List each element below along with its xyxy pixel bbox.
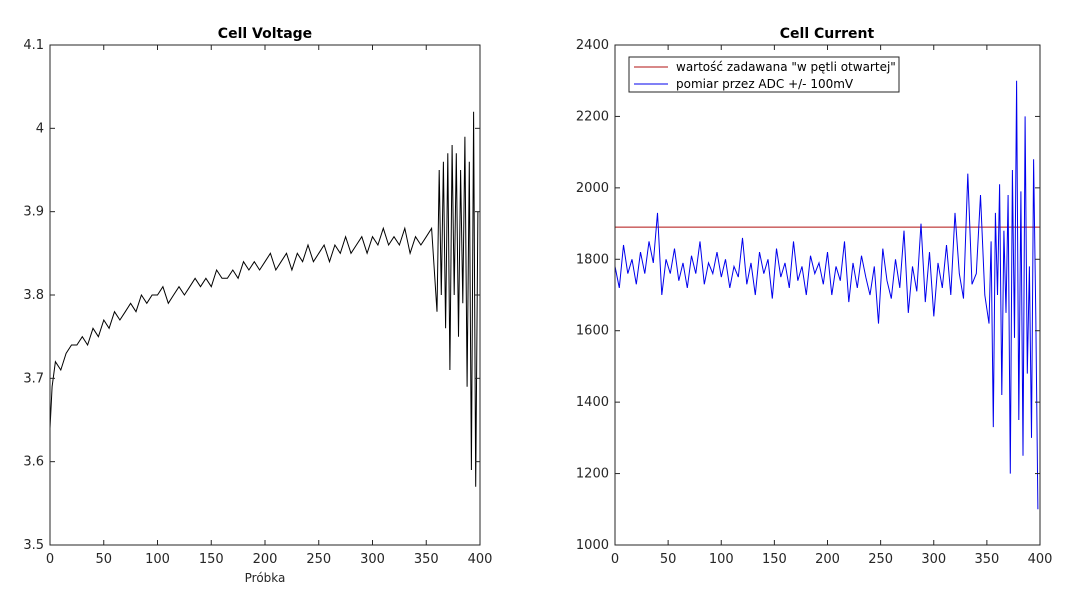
voltage-x-axis-label: Próbka	[245, 571, 286, 585]
current-y-ticks: 1000 1200 1400 1600 1800 2000 2200 2400	[576, 38, 1040, 553]
voltage-y-tick-label: 3.8	[23, 288, 44, 303]
voltage-x-tick-label: 0	[46, 552, 54, 567]
current-x-tick-label: 100	[709, 552, 734, 567]
voltage-series-line-0	[49, 111, 479, 487]
current-chart: 0 50 100 150 200 250 300 350 400 1000 1200 1400 160…	[576, 26, 1053, 567]
legend-box	[628, 56, 900, 93]
current-y-tick-label: 2400	[576, 38, 609, 53]
current-y-tick-label: 1400	[576, 395, 609, 410]
current-x-tick-label: 350	[974, 552, 999, 567]
voltage-x-tick-label: 150	[199, 552, 224, 567]
current-y-tick-label: 2000	[576, 181, 609, 196]
current-x-tick-label: 0	[611, 552, 619, 567]
voltage-x-tick-label: 400	[468, 552, 493, 567]
voltage-x-tick-label: 50	[95, 552, 112, 567]
current-x-tick-label: 150	[762, 552, 787, 567]
voltage-x-ticks: 0 50 100 150 200 250 300 350 400	[46, 45, 493, 567]
voltage-y-tick-label: 4.1	[23, 38, 44, 53]
voltage-x-tick-label: 100	[145, 552, 170, 567]
voltage-chart-title: Cell Voltage	[218, 26, 312, 42]
voltage-y-tick-label: 3.7	[23, 371, 44, 386]
voltage-x-tick-label: 350	[414, 552, 439, 567]
voltage-y-tick-label: 3.5	[23, 538, 44, 553]
current-x-tick-label: 250	[868, 552, 893, 567]
current-x-tick-label: 200	[815, 552, 840, 567]
current-plot-area	[615, 45, 1040, 545]
voltage-y-ticks: 3.5 3.6 3.7 3.8 3.9 4 4.1	[23, 38, 480, 553]
current-x-ticks: 0 50 100 150 200 250 300 350 400	[611, 45, 1053, 567]
current-x-tick-label: 400	[1028, 552, 1053, 567]
voltage-plot-area	[50, 45, 480, 545]
current-y-tick-label: 1000	[576, 538, 609, 553]
voltage-y-tick-label: 3.6	[23, 455, 44, 470]
current-x-tick-label: 50	[660, 552, 677, 567]
current-y-tick-label: 1600	[576, 324, 609, 339]
current-y-tick-label: 1200	[576, 467, 609, 482]
voltage-chart: 0 50 100 150 200 250 300 350 400 3.5 3.6 3.7 3.8 3.9…	[23, 26, 492, 585]
legend-label-setpoint: wartość zadawana "w pętli otwartej"	[676, 60, 896, 74]
voltage-series-group	[49, 111, 479, 487]
legend-label-measurement: pomiar przez ADC +/- 100mV	[676, 77, 854, 91]
current-y-tick-label: 2200	[576, 109, 609, 124]
voltage-x-tick-label: 200	[253, 552, 278, 567]
voltage-y-tick-label: 3.9	[23, 205, 44, 220]
voltage-x-tick-label: 250	[306, 552, 331, 567]
current-chart-title: Cell Current	[780, 26, 875, 42]
current-x-tick-label: 300	[921, 552, 946, 567]
current-series-group	[614, 80, 1040, 510]
voltage-y-tick-label: 4	[36, 121, 44, 136]
voltage-x-tick-label: 300	[360, 552, 385, 567]
current-y-tick-label: 1800	[576, 252, 609, 267]
current-legend: wartość zadawana "w pętli otwartej" pomi…	[628, 56, 900, 93]
current-series-line-1	[614, 80, 1039, 510]
